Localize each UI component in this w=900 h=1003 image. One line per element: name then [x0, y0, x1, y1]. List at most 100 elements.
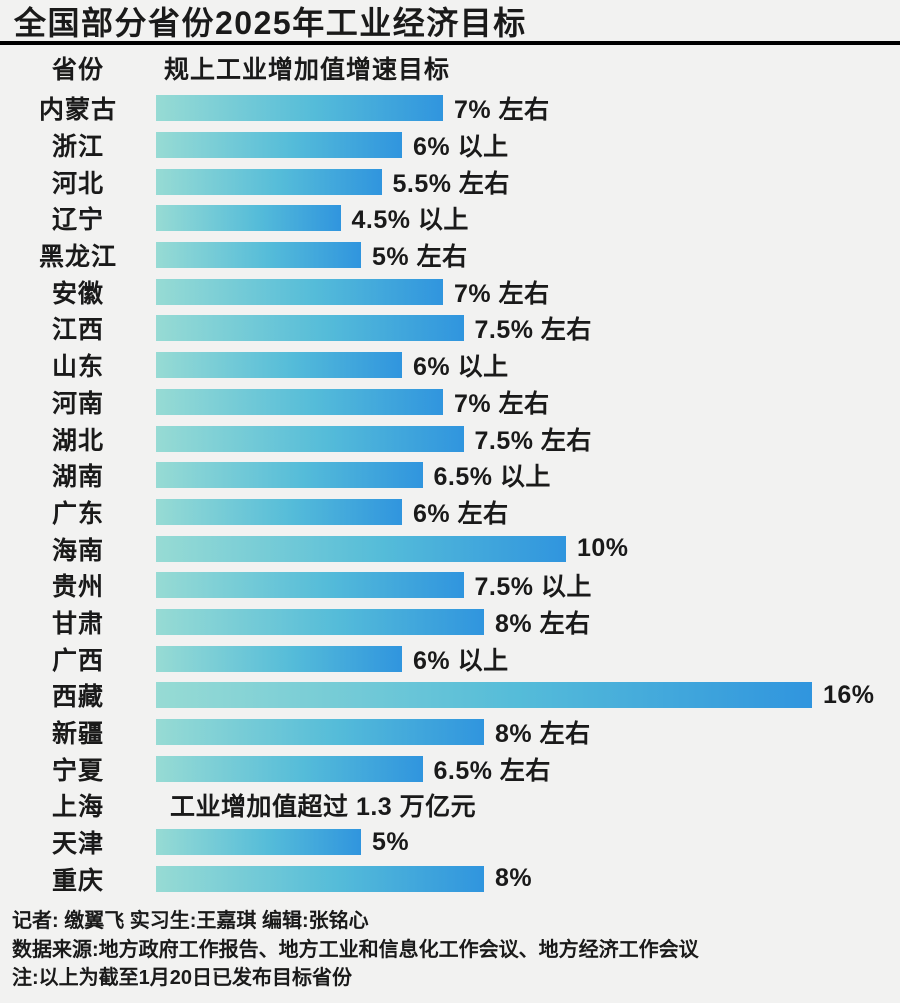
bar-area: 5.5% 左右 [156, 164, 900, 200]
province-label: 西藏 [51, 683, 104, 712]
province-label: 黑龙江 [38, 243, 117, 272]
chart-row: 上海 工业增加值超过 1.3 万亿元 [0, 787, 900, 824]
chart-row: 内蒙古 7% 左右 [0, 90, 900, 127]
value-label: 6.5% 以上 [433, 463, 551, 492]
chart-row: 辽宁 4.5% 以上 [0, 200, 900, 237]
bar-area: 7% 左右 [156, 274, 900, 310]
value-label: 10% [577, 534, 629, 563]
value-label: 16% [823, 680, 875, 709]
bar-area: 7% 左右 [156, 384, 900, 420]
chart-row: 广西 6% 以上 [0, 640, 900, 677]
value-label: 5% 左右 [372, 243, 468, 272]
value-bar [156, 645, 402, 672]
bar-area: 16% [156, 681, 900, 710]
bar-area: 7.5% 以上 [156, 567, 900, 603]
chart-row: 天津 5% [0, 824, 900, 861]
value-bar [156, 608, 484, 635]
province-label: 山东 [51, 353, 104, 382]
chart-row: 浙江 6% 以上 [0, 127, 900, 164]
value-label: 6% 以上 [413, 133, 509, 162]
value-bar [156, 132, 402, 159]
province-label: 宁夏 [51, 756, 104, 785]
value-label: 7% 左右 [454, 96, 550, 125]
province-label: 安徽 [51, 279, 104, 308]
bar-area: 7% 左右 [156, 90, 900, 126]
value-label: 7% 左右 [454, 279, 550, 308]
province-label: 海南 [51, 536, 104, 565]
bar-area: 8% [156, 864, 900, 893]
value-bar [156, 315, 464, 342]
value-bar [156, 278, 443, 305]
chart-row: 江西 7.5% 左右 [0, 310, 900, 347]
chart-row: 河南 7% 左右 [0, 384, 900, 421]
bar-area: 5% [156, 828, 900, 857]
value-bar [156, 719, 484, 746]
chart-row: 贵州 7.5% 以上 [0, 567, 900, 604]
bar-area: 6% 以上 [156, 347, 900, 383]
bar-chart: 内蒙古 7% 左右 浙江 6% 以上 河北 5.5% 左右 辽宁 4.5% 以上… [0, 90, 900, 897]
value-column-header: 规上工业增加值增速目标 [164, 55, 451, 84]
value-label: 工业增加值超过 1.3 万亿元 [170, 793, 477, 822]
province-label: 浙江 [51, 133, 104, 162]
bar-area: 8% 左右 [156, 604, 900, 640]
footer: 记者: 缴翼飞 实习生:王嘉琪 编辑:张铭心 数据来源:地方政府工作报告、地方工… [0, 897, 900, 993]
title-divider [0, 41, 900, 45]
province-label: 江西 [51, 316, 104, 345]
value-bar [156, 572, 464, 599]
value-label: 7.5% 左右 [474, 316, 592, 345]
value-bar [156, 388, 443, 415]
bar-area: 7.5% 左右 [156, 421, 900, 457]
bar-area: 6% 以上 [156, 127, 900, 163]
bar-area: 5% 左右 [156, 237, 900, 273]
value-label: 8% [495, 864, 533, 893]
value-bar [156, 205, 341, 232]
chart-row: 海南 10% [0, 530, 900, 567]
bar-area: 4.5% 以上 [156, 200, 900, 236]
value-bar [156, 462, 423, 489]
page-title: 全国部分省份2025年工业经济目标 [14, 5, 527, 41]
value-label: 5.5% 左右 [392, 169, 510, 198]
province-column-header: 省份 [51, 55, 104, 84]
province-label: 辽宁 [51, 206, 104, 235]
province-label: 河北 [51, 169, 104, 198]
source-line: 数据来源:地方政府工作报告、地方工业和信息化工作会议、地方经济工作会议 [12, 938, 699, 961]
value-label: 7.5% 左右 [474, 426, 592, 455]
province-label: 湖北 [51, 426, 104, 455]
bar-area: 6% 以上 [156, 641, 900, 677]
chart-row: 河北 5.5% 左右 [0, 163, 900, 200]
value-label: 4.5% 以上 [351, 206, 469, 235]
value-label: 7.5% 以上 [474, 573, 592, 602]
bar-area: 8% 左右 [156, 714, 900, 750]
chart-row: 湖北 7.5% 左右 [0, 420, 900, 457]
value-bar [156, 498, 402, 525]
value-label: 6% 以上 [413, 646, 509, 675]
province-label: 广东 [51, 499, 104, 528]
province-label: 新疆 [51, 720, 104, 749]
value-label: 6% 左右 [413, 499, 509, 528]
province-label: 河南 [51, 389, 104, 418]
chart-row: 安徽 7% 左右 [0, 273, 900, 310]
bar-area: 6.5% 以上 [156, 457, 900, 493]
value-bar [156, 865, 484, 892]
bar-area: 6% 左右 [156, 494, 900, 530]
province-label: 上海 [51, 793, 104, 822]
chart-row: 重庆 8% [0, 860, 900, 897]
chart-row: 山东 6% 以上 [0, 347, 900, 384]
bar-area: 工业增加值超过 1.3 万亿元 [156, 787, 900, 823]
value-bar [156, 95, 443, 122]
province-label: 天津 [51, 830, 104, 859]
bar-area: 7.5% 左右 [156, 310, 900, 346]
province-label: 内蒙古 [38, 96, 117, 125]
value-label: 7% 左右 [454, 389, 550, 418]
value-label: 8% 左右 [495, 720, 591, 749]
value-bar [156, 535, 566, 562]
chart-row: 新疆 8% 左右 [0, 714, 900, 751]
column-headers: 省份 规上工业增加值增速目标 [0, 45, 900, 90]
value-label: 5% [372, 827, 410, 856]
bar-area: 6.5% 左右 [156, 751, 900, 787]
bar-area: 10% [156, 534, 900, 563]
value-bar [156, 682, 812, 709]
value-bar [156, 168, 382, 195]
value-bar [156, 242, 361, 269]
province-label: 重庆 [51, 866, 104, 895]
